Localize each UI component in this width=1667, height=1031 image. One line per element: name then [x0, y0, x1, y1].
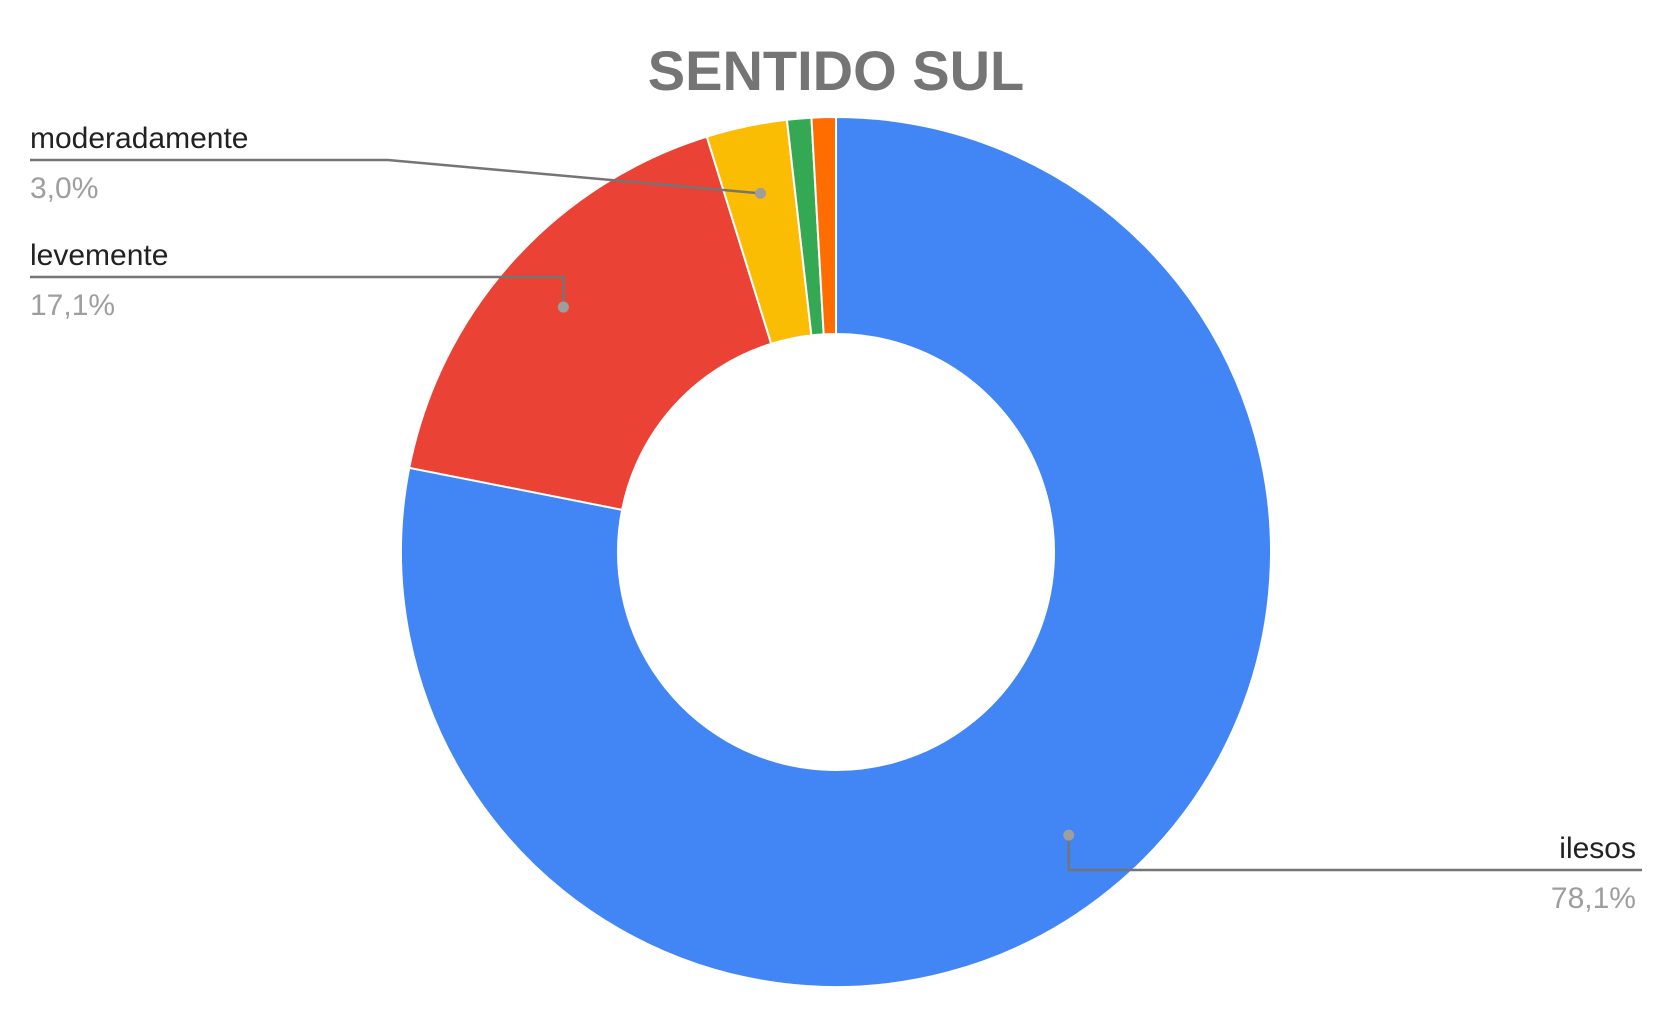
slice-percent-moderadamente: 3,0%	[30, 172, 98, 205]
chart-title: SENTIDO SUL	[648, 39, 1024, 102]
callout-anchor-dot	[557, 301, 569, 313]
pie-slice-levemente	[408, 135, 773, 511]
callout-leader-moderadamente	[30, 158, 761, 195]
callout-anchor-dot	[755, 187, 767, 199]
callouts-group: ilesos 78,1% levemente 17,1% moderadamente 3,…	[30, 122, 1642, 915]
callout-leader-levemente	[30, 275, 565, 308]
slices-group	[400, 115, 1272, 988]
callout-anchor-dot	[1063, 829, 1075, 841]
pie-slice-segment-4	[810, 115, 837, 336]
slice-label-ilesos: ilesos	[1559, 832, 1636, 865]
pie-slice-ilesos	[400, 115, 1272, 988]
slice-percent-levemente: 17,1%	[30, 289, 115, 322]
slice-label-levemente: levemente	[30, 239, 168, 272]
slice-label-moderadamente: moderadamente	[30, 122, 248, 155]
callout-leader-ilesos	[1067, 835, 1642, 872]
slice-percent-ilesos: 78,1%	[1551, 882, 1636, 915]
